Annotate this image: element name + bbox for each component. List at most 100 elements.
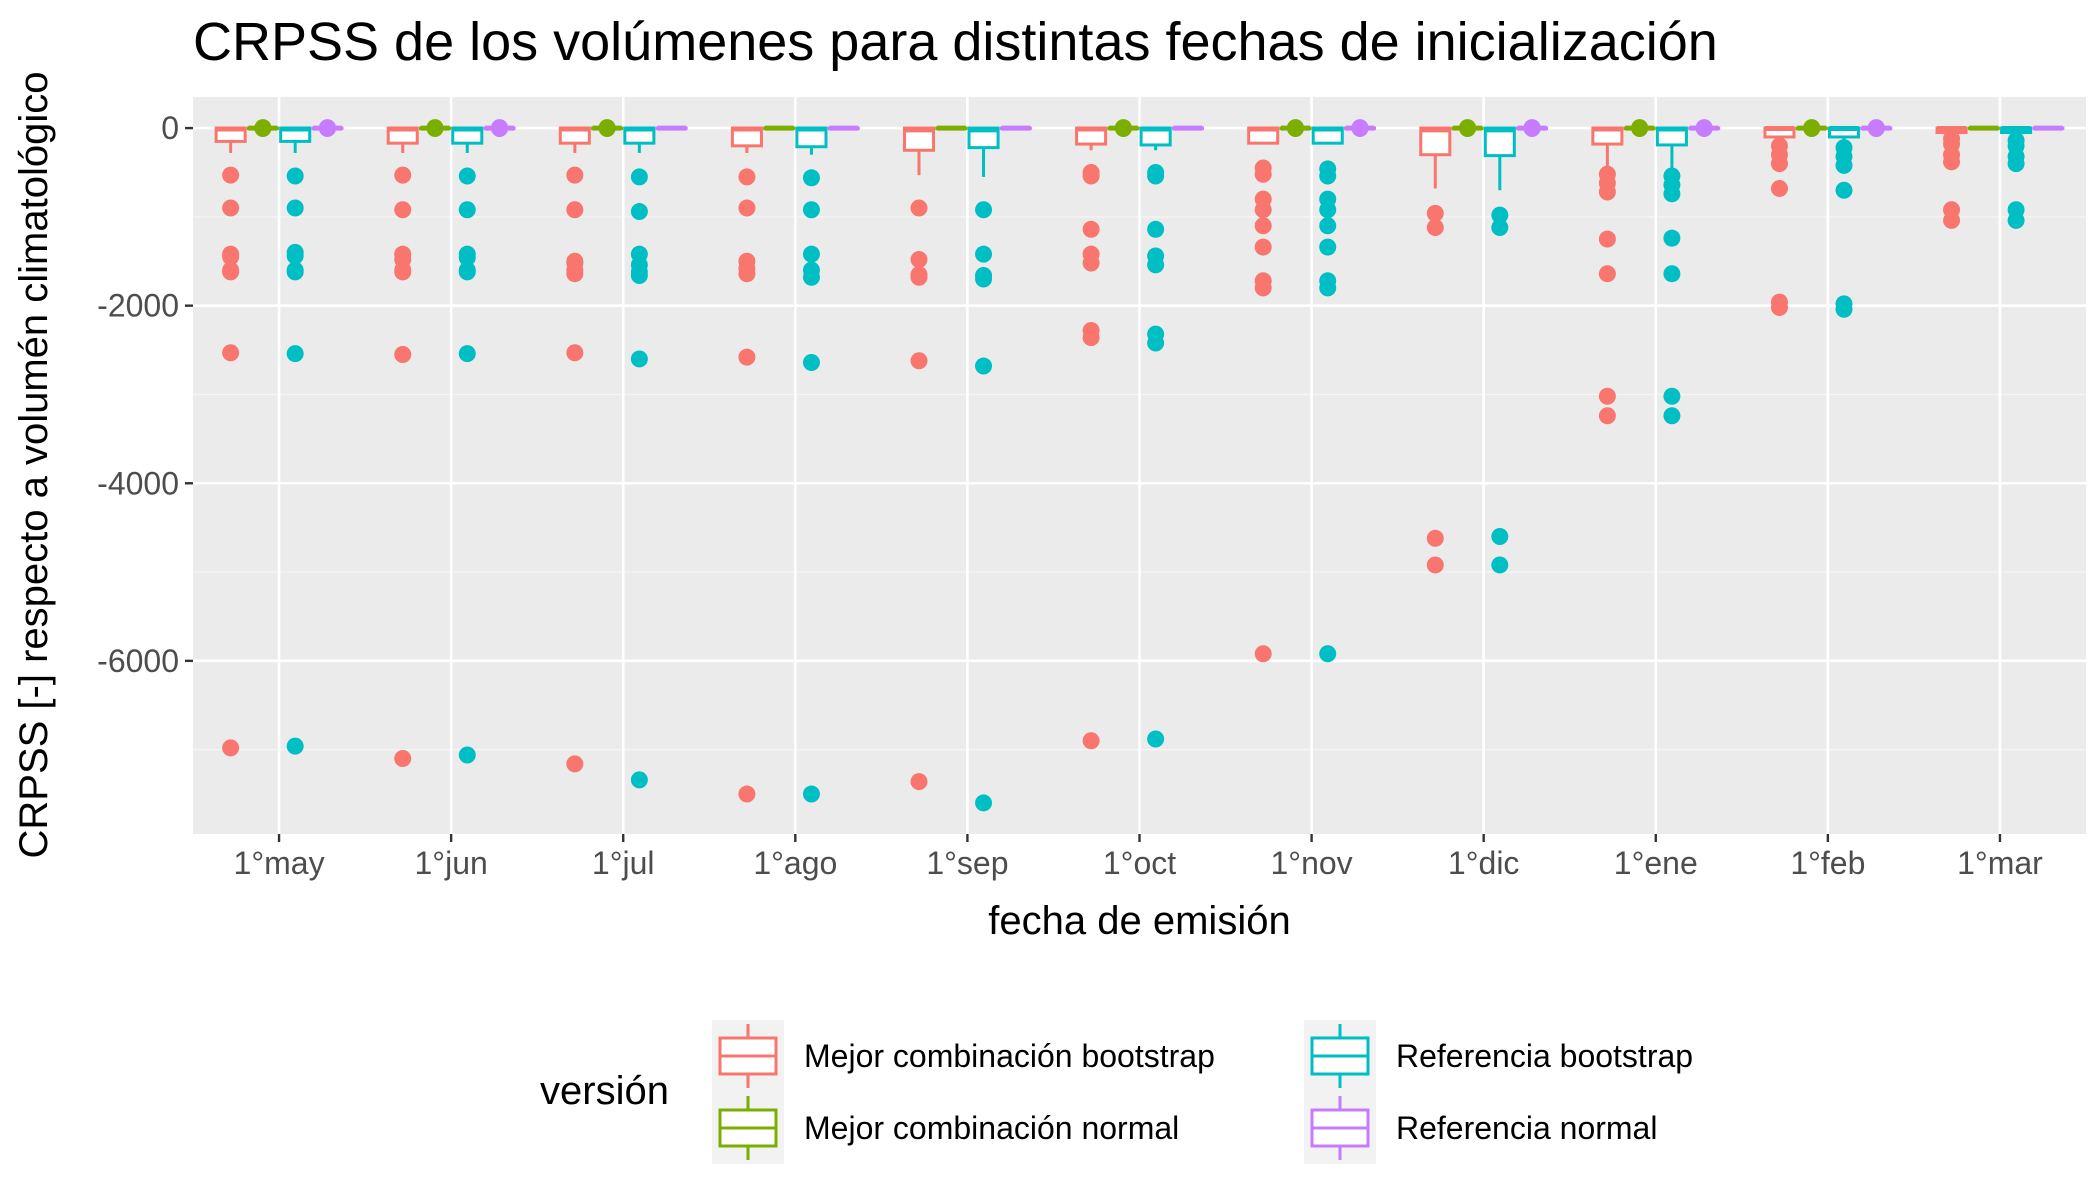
outlier-point bbox=[1319, 167, 1337, 185]
outlier-point bbox=[566, 201, 584, 219]
outlier-point bbox=[1491, 528, 1509, 546]
outlier-point bbox=[738, 265, 756, 283]
outlier-point bbox=[630, 203, 648, 221]
outlier-point bbox=[1770, 155, 1788, 173]
legend: versión Mejor combinación bootstrapMejor… bbox=[540, 1020, 1693, 1164]
outlier-point bbox=[458, 167, 476, 185]
outlier-point bbox=[458, 345, 476, 363]
outlier-point bbox=[491, 119, 509, 137]
x-tick-label: 1°mar bbox=[1957, 845, 2043, 881]
outlier-point bbox=[222, 166, 240, 184]
outlier-point bbox=[1082, 167, 1100, 185]
outlier-point bbox=[1835, 300, 1853, 318]
outlier-point bbox=[1663, 229, 1681, 247]
legend-title: versión bbox=[540, 1069, 669, 1113]
x-tick-label: 1°jul bbox=[592, 845, 655, 881]
outlier-point bbox=[1254, 217, 1272, 235]
outlier-point bbox=[1254, 238, 1272, 256]
outlier-point bbox=[1631, 119, 1649, 137]
outlier-point bbox=[394, 750, 412, 768]
x-tick-label: 1°dic bbox=[1448, 845, 1520, 881]
outlier-point bbox=[1695, 119, 1713, 137]
outlier-point bbox=[1254, 201, 1272, 219]
outlier-point bbox=[286, 345, 304, 363]
outlier-point bbox=[975, 201, 993, 219]
outlier-point bbox=[2007, 211, 2025, 229]
outlier-point bbox=[910, 268, 928, 286]
outlier-point bbox=[1254, 645, 1272, 663]
outlier-point bbox=[975, 794, 993, 812]
outlier-point bbox=[1319, 645, 1337, 663]
legend-item-1: Mejor combinación normal bbox=[712, 1092, 1179, 1164]
x-tick-label: 1°feb bbox=[1790, 845, 1865, 881]
outlier-point bbox=[738, 785, 756, 803]
outlier-point bbox=[1426, 529, 1444, 547]
outlier-point bbox=[630, 350, 648, 368]
outlier-point bbox=[1770, 179, 1788, 197]
legend-item-0: Mejor combinación bootstrap bbox=[712, 1020, 1215, 1092]
x-tick-label: 1°sep bbox=[926, 845, 1008, 881]
y-axis-title: CRPSS [-] respecto a volumén climatológi… bbox=[12, 72, 56, 859]
outlier-point bbox=[1147, 730, 1165, 748]
legend-items: Mejor combinación bootstrap Mejor combina… bbox=[712, 1020, 1693, 1164]
chart-title: CRPSS de los volúmenes para distintas fe… bbox=[193, 12, 1718, 72]
outlier-point bbox=[1426, 219, 1444, 237]
outlier-point bbox=[1254, 165, 1272, 183]
outlier-point bbox=[394, 166, 412, 184]
outlier-point bbox=[318, 119, 336, 137]
series-3 bbox=[311, 119, 2065, 138]
outlier-point bbox=[1082, 220, 1100, 238]
outlier-point bbox=[1598, 265, 1616, 283]
outlier-point bbox=[802, 169, 820, 187]
outlier-point bbox=[566, 265, 584, 283]
series-0 bbox=[214, 126, 1968, 803]
outlier-point bbox=[1319, 238, 1337, 256]
x-tick-label: 1°jun bbox=[414, 845, 487, 881]
outlier-point bbox=[910, 352, 928, 370]
x-tick-label: 1°oct bbox=[1103, 845, 1176, 881]
outlier-point bbox=[1426, 204, 1444, 222]
outlier-point bbox=[458, 746, 476, 764]
outlier-point bbox=[1598, 407, 1616, 425]
outlier-point bbox=[1082, 329, 1100, 347]
outlier-point bbox=[1598, 387, 1616, 405]
outlier-point bbox=[802, 245, 820, 263]
outlier-point bbox=[286, 167, 304, 185]
outlier-point bbox=[1147, 220, 1165, 238]
legend-label: Referencia normal bbox=[1396, 1110, 1657, 1146]
outlier-point bbox=[1114, 119, 1132, 137]
outlier-point bbox=[1663, 265, 1681, 283]
y-axis: 0 -2000 -4000 -6000 bbox=[97, 110, 193, 679]
outlier-point bbox=[1426, 556, 1444, 574]
series-1 bbox=[246, 119, 2000, 138]
outlier-point bbox=[394, 201, 412, 219]
legend-label: Mejor combinación bootstrap bbox=[804, 1038, 1215, 1074]
x-tick-label: 1°ago bbox=[753, 845, 837, 881]
outlier-point bbox=[738, 199, 756, 217]
outlier-point bbox=[222, 263, 240, 281]
outlier-point bbox=[1598, 183, 1616, 201]
y-tick-label: 0 bbox=[161, 110, 179, 146]
x-tick-label: 1°nov bbox=[1270, 845, 1352, 881]
outlier-point bbox=[802, 353, 820, 371]
outlier-point bbox=[566, 166, 584, 184]
outlier-point bbox=[394, 346, 412, 364]
outlier-point bbox=[975, 245, 993, 263]
y-tick-label: -6000 bbox=[97, 643, 179, 679]
outlier-point bbox=[2007, 155, 2025, 173]
x-axis: 1°may 1°jun 1°jul 1°ago 1°sep 1°oct 1°nov 1°dic… bbox=[234, 834, 2043, 881]
outlier-point bbox=[1147, 256, 1165, 274]
outlier-point bbox=[1943, 153, 1961, 171]
outlier-point bbox=[910, 199, 928, 217]
outlier-point bbox=[394, 263, 412, 281]
outlier-point bbox=[222, 199, 240, 217]
outlier-point bbox=[458, 249, 476, 267]
outlier-point bbox=[222, 344, 240, 362]
outlier-point bbox=[1803, 119, 1821, 137]
legend-item-3: Referencia normal bbox=[1304, 1092, 1657, 1164]
outlier-point bbox=[910, 773, 928, 791]
outlier-point bbox=[1867, 119, 1885, 137]
outlier-point bbox=[630, 168, 648, 186]
outlier-point bbox=[1147, 334, 1165, 352]
